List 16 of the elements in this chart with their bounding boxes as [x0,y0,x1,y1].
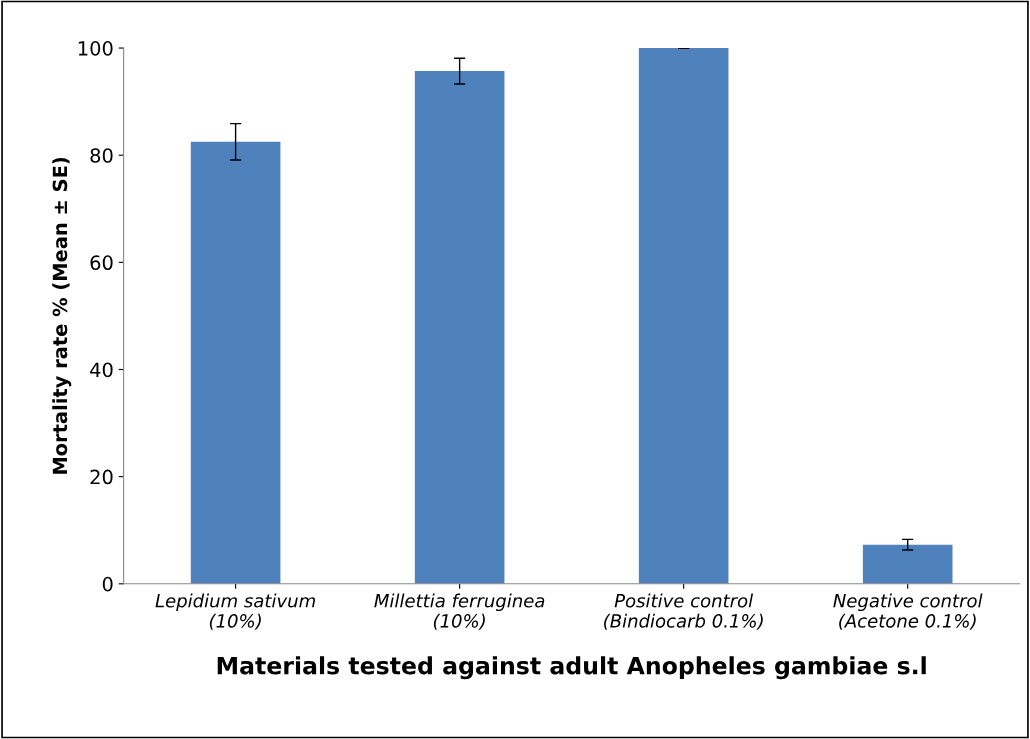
bar [190,141,281,584]
x-tick-label: Millettia ferruginea (10%) [374,593,545,630]
y-tick-label: 60 [90,255,113,271]
bar [862,544,953,584]
x-tick-label: Positive control (Bindiocarb 0.1%) [604,593,763,630]
bar [414,71,505,584]
x-tick-label: Negative control (Acetone 0.1%) [833,593,983,630]
x-tick-label: Lepidium sativum (10%) [155,593,315,630]
y-axis-title: Mortality rate % (Mean ± SE) [52,157,72,474]
y-tick-label: 20 [90,469,113,485]
y-tick-label: 0 [102,576,113,592]
x-axis-title: Materials tested against adult Anopheles gambiae s.l [217,656,926,680]
bar [638,48,729,584]
y-tick-label: 40 [90,362,113,378]
y-tick-label: 80 [90,148,113,163]
y-tick-label: 100 [78,40,113,56]
